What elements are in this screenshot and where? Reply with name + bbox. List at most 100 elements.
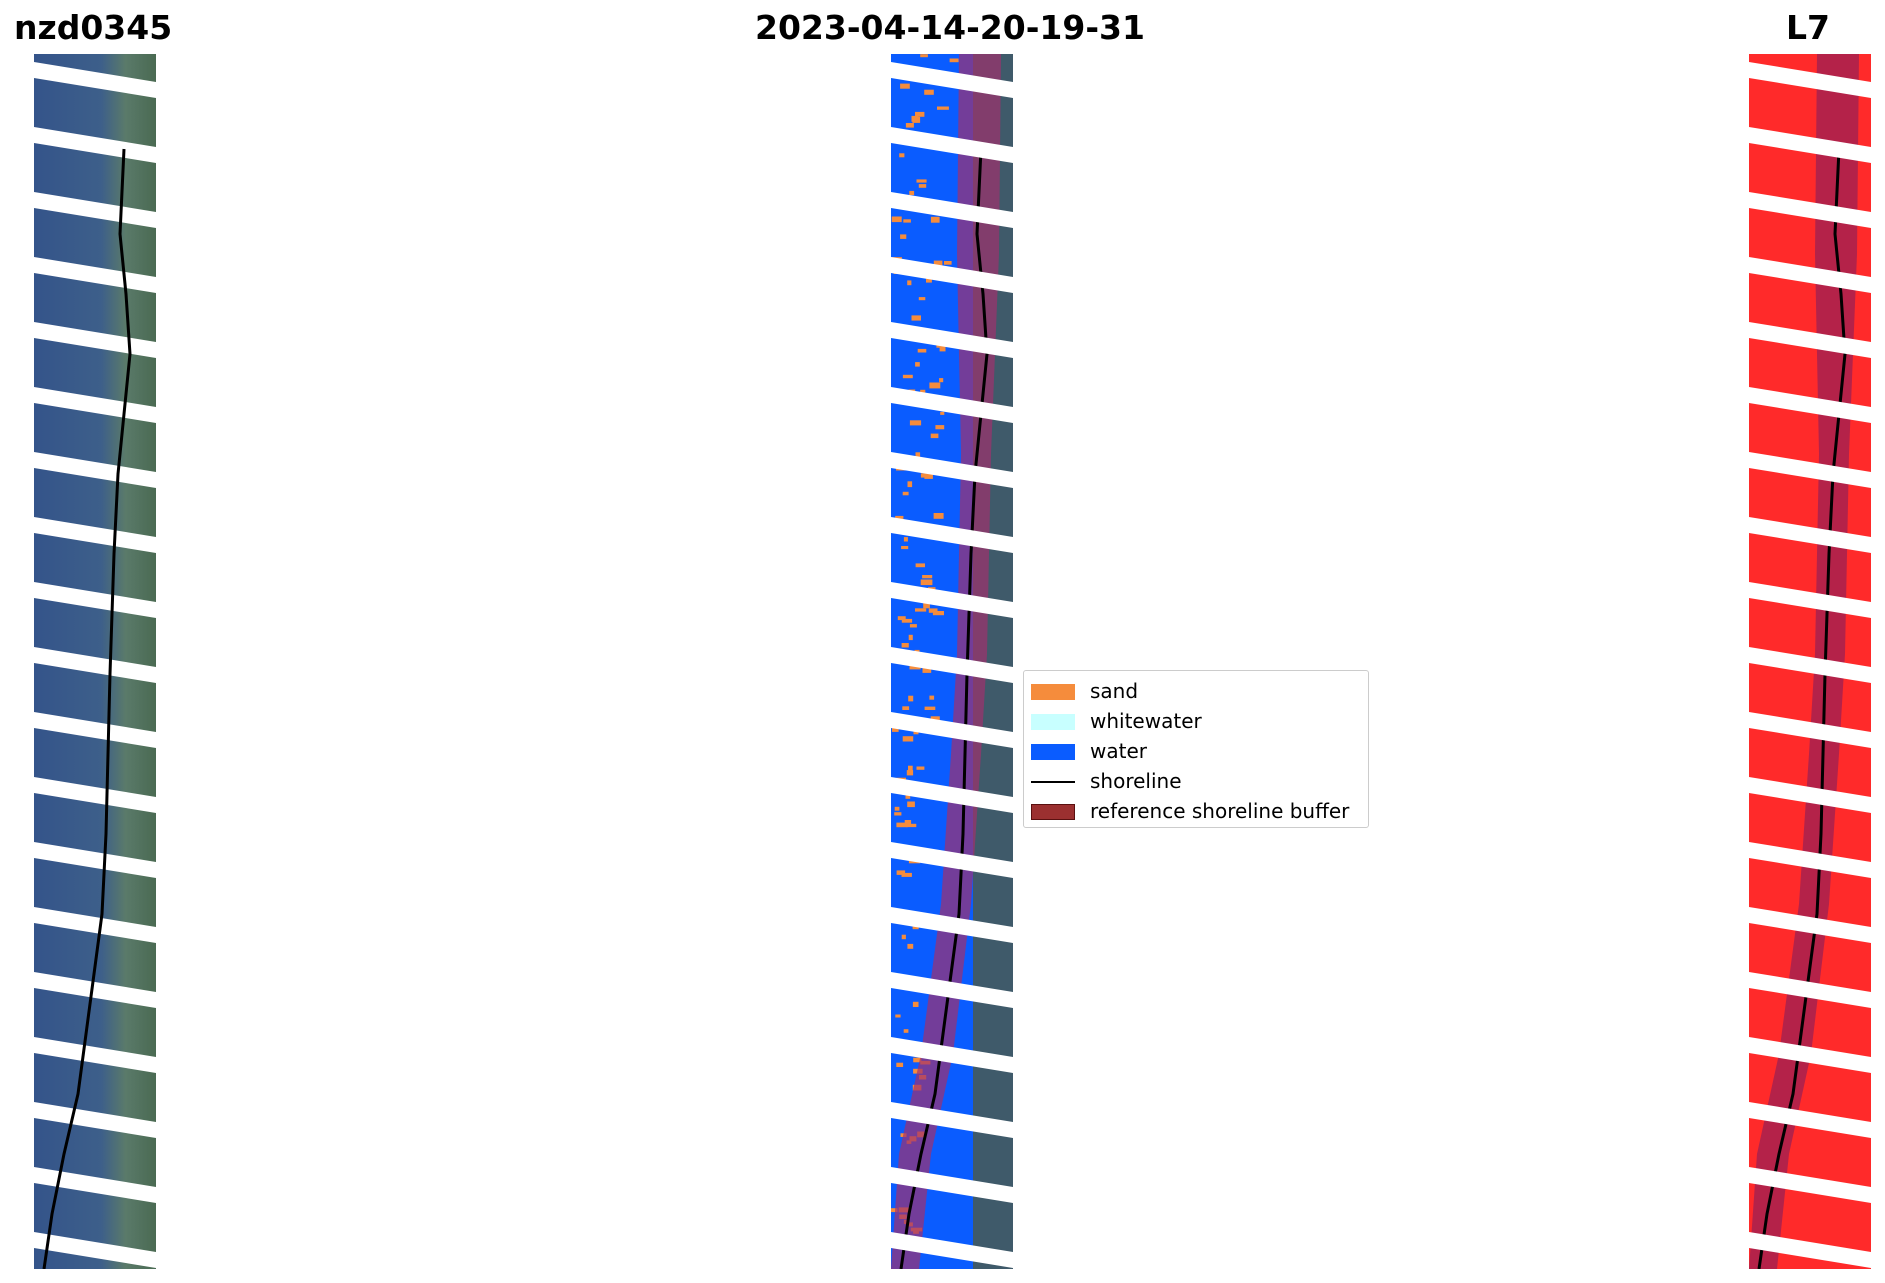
sand-pixel xyxy=(895,1014,901,1018)
scanline-gap xyxy=(1749,712,1871,748)
scanline-gap xyxy=(1749,972,1871,1008)
scanline-gaps xyxy=(34,62,156,1268)
mndwi-panel xyxy=(1749,54,1871,1269)
scanline-gap xyxy=(891,387,1013,423)
scanline-gaps xyxy=(891,62,1013,1268)
classification-panel xyxy=(891,54,1013,1269)
legend-label: shoreline xyxy=(1090,769,1182,793)
scanline-gap xyxy=(1749,517,1871,553)
sand-pixel xyxy=(912,925,919,930)
sand-pixel xyxy=(933,260,943,266)
sand-pixel xyxy=(909,190,915,196)
scanline-gap xyxy=(34,712,156,748)
scanline-gap xyxy=(34,1232,156,1268)
legend-item-sand: sand xyxy=(1024,678,1368,706)
scanline-gap xyxy=(1749,1232,1871,1268)
scanline-gap xyxy=(34,1037,156,1073)
scanline-gap xyxy=(891,452,1013,488)
sand-pixel xyxy=(920,54,928,58)
shoreline-trace xyxy=(42,148,132,1269)
scanline-gap xyxy=(34,1102,156,1138)
sand-pixel xyxy=(903,219,911,223)
sand-pixel xyxy=(903,537,908,542)
scanline-gap xyxy=(891,777,1013,813)
scanline-gap xyxy=(34,842,156,878)
sand-pixel xyxy=(896,822,908,828)
sand-pixel xyxy=(892,727,899,732)
scanline-gap xyxy=(891,1167,1013,1203)
legend-label: reference shoreline buffer xyxy=(1090,799,1350,823)
scanline-gap xyxy=(891,62,1013,98)
scanline-gap xyxy=(34,1167,156,1203)
sand-pixel xyxy=(908,765,913,772)
sand-pixel xyxy=(907,280,912,286)
sand-pixel xyxy=(908,634,913,641)
sand-pixel xyxy=(902,491,909,496)
sand-pixel xyxy=(899,153,905,158)
scanline-gap xyxy=(34,907,156,943)
sand-pixel xyxy=(907,943,914,949)
legend-item-reference-buffer: reference shoreline buffer xyxy=(1024,798,1368,826)
legend-label: whitewater xyxy=(1090,709,1202,733)
scanline-gap xyxy=(891,647,1013,683)
sand-pixel xyxy=(907,481,913,488)
sand-pixel xyxy=(949,58,959,63)
scanline-gap xyxy=(1749,1102,1871,1138)
sand-pixel xyxy=(929,695,935,700)
sand-pixel xyxy=(902,374,913,379)
scanline-gap xyxy=(1749,127,1871,163)
sand-pixel xyxy=(928,608,938,613)
sand-pixel xyxy=(907,801,915,808)
scanline-gaps xyxy=(1749,62,1871,1268)
scanline-gap xyxy=(34,972,156,1008)
scanline-gap xyxy=(891,192,1013,228)
sand-pixel xyxy=(906,770,914,776)
sand-pixel xyxy=(911,115,919,122)
sand-pixel xyxy=(929,382,941,389)
legend-line xyxy=(1031,781,1075,783)
scanline-gap xyxy=(1749,257,1871,293)
sand-pixel xyxy=(900,234,907,239)
sand-pixel xyxy=(908,695,914,702)
sand-pixel xyxy=(912,1001,919,1007)
sand-pixel xyxy=(904,820,912,826)
reference-shoreline-buffer xyxy=(1749,54,1859,1269)
sand-pixel xyxy=(935,425,945,430)
sand-pixel xyxy=(916,766,925,770)
sand-pixel xyxy=(944,261,952,265)
sand-pixel xyxy=(933,513,944,519)
sand-pixel xyxy=(924,473,933,479)
scanline-gap xyxy=(891,907,1013,943)
sand-pixel xyxy=(905,823,917,828)
legend-swatch xyxy=(1031,744,1075,760)
scanline-gap xyxy=(891,712,1013,748)
sand-pixel xyxy=(901,643,909,648)
legend-swatch xyxy=(1031,804,1075,820)
sand-pixel xyxy=(891,1208,898,1213)
sand-pixel xyxy=(920,473,926,478)
scanline-gap xyxy=(1749,192,1871,228)
scanline-gap xyxy=(891,257,1013,293)
legend-swatch xyxy=(1031,684,1075,700)
sand-pixel xyxy=(930,216,940,223)
legend-item-whitewater: whitewater xyxy=(1024,708,1368,736)
sand-pixel xyxy=(926,277,932,283)
sand-pixel xyxy=(915,111,925,117)
sand-pixel xyxy=(915,608,927,612)
sand-pixel xyxy=(932,611,944,616)
sand-pixel xyxy=(915,452,921,458)
satellite-title: L7 xyxy=(1786,8,1830,47)
legend-label: sand xyxy=(1090,679,1139,703)
scanline-gap xyxy=(891,1102,1013,1138)
scanline-gap xyxy=(891,842,1013,878)
legend-swatch xyxy=(1031,714,1075,730)
scanline-gap xyxy=(1749,1037,1871,1073)
scanline-gap xyxy=(34,777,156,813)
sand-pixel xyxy=(939,346,946,352)
scanline-gap xyxy=(891,517,1013,553)
sand-pixel xyxy=(891,216,902,223)
rgb-image-panel xyxy=(34,54,156,1269)
scanline-gap xyxy=(1749,322,1871,358)
sand-pixel xyxy=(896,1062,904,1067)
scanline-gap xyxy=(1749,907,1871,943)
